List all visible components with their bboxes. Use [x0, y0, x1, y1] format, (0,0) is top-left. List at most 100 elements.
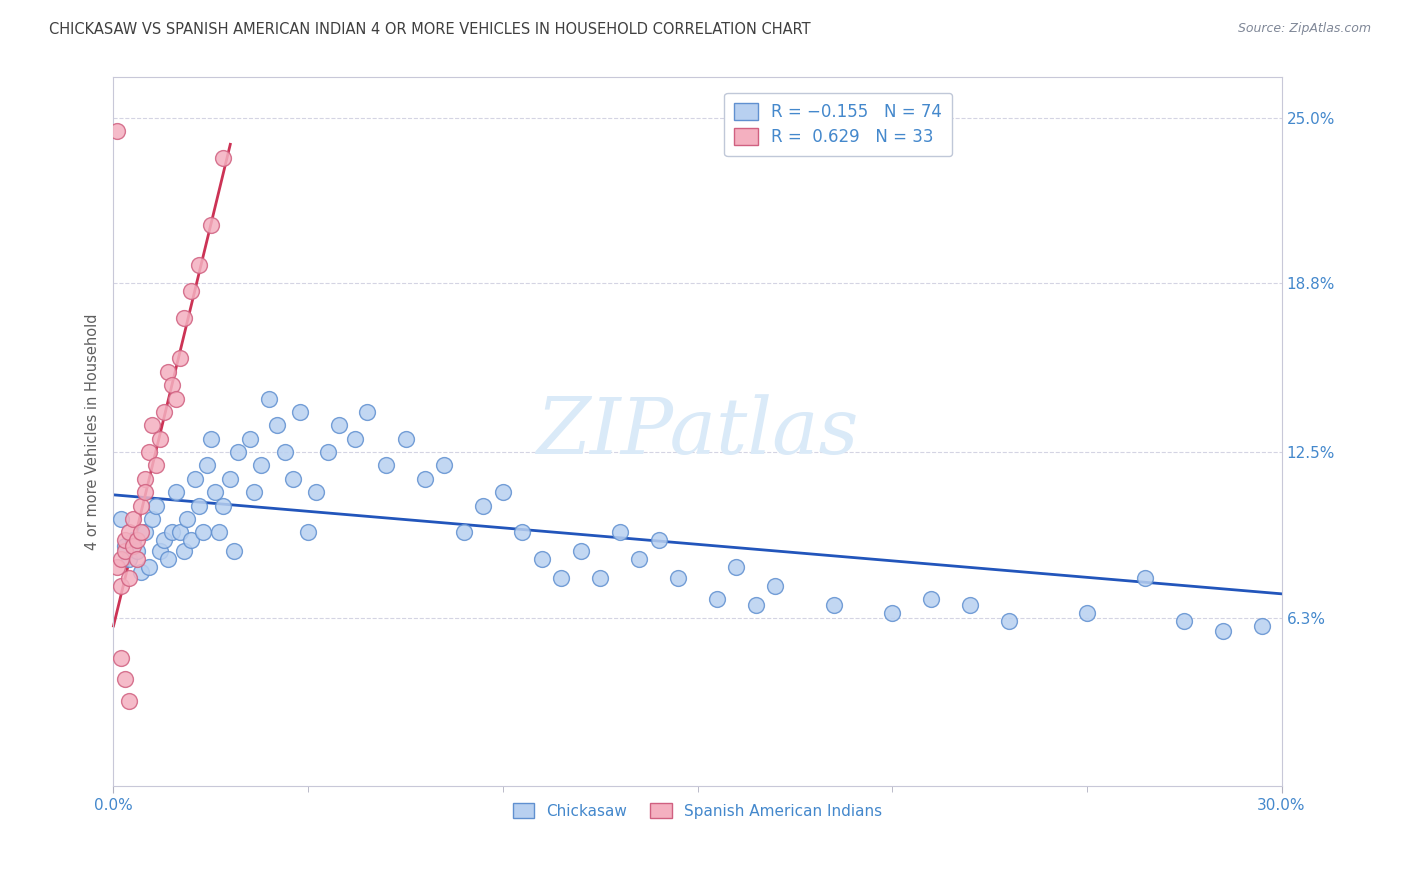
- Point: [413, 472, 436, 486]
- Text: ZIPatlas: ZIPatlas: [536, 393, 859, 470]
- Point: [920, 592, 942, 607]
- Point: [609, 525, 631, 540]
- Point: [207, 525, 229, 540]
- Point: [191, 525, 214, 540]
- Point: [882, 606, 904, 620]
- Point: [242, 485, 264, 500]
- Point: [281, 472, 304, 486]
- Text: Source: ZipAtlas.com: Source: ZipAtlas.com: [1237, 22, 1371, 36]
- Legend: Chickasaw, Spanish American Indians: Chickasaw, Spanish American Indians: [506, 797, 889, 825]
- Point: [149, 432, 172, 446]
- Y-axis label: 4 or more Vehicles in Household: 4 or more Vehicles in Household: [86, 314, 100, 550]
- Point: [250, 458, 273, 473]
- Point: [138, 560, 160, 574]
- Point: [356, 405, 378, 419]
- Point: [1251, 619, 1274, 633]
- Point: [129, 525, 152, 540]
- Point: [394, 432, 416, 446]
- Point: [169, 525, 191, 540]
- Point: [375, 458, 398, 473]
- Point: [165, 392, 187, 406]
- Point: [316, 445, 339, 459]
- Point: [184, 472, 207, 486]
- Point: [274, 445, 297, 459]
- Point: [153, 533, 176, 548]
- Point: [160, 378, 183, 392]
- Point: [165, 485, 187, 500]
- Point: [647, 533, 669, 548]
- Point: [297, 525, 319, 540]
- Point: [110, 579, 132, 593]
- Point: [114, 533, 136, 548]
- Point: [110, 552, 132, 566]
- Point: [118, 694, 141, 708]
- Point: [173, 311, 195, 326]
- Point: [160, 525, 183, 540]
- Point: [129, 499, 152, 513]
- Point: [129, 566, 152, 580]
- Point: [141, 418, 163, 433]
- Point: [180, 533, 202, 548]
- Point: [226, 445, 249, 459]
- Point: [204, 485, 226, 500]
- Point: [118, 552, 141, 566]
- Point: [745, 598, 768, 612]
- Point: [118, 571, 141, 585]
- Point: [530, 552, 553, 566]
- Text: CHICKASAW VS SPANISH AMERICAN INDIAN 4 OR MORE VEHICLES IN HOUSEHOLD CORRELATION: CHICKASAW VS SPANISH AMERICAN INDIAN 4 O…: [49, 22, 811, 37]
- Point: [134, 525, 156, 540]
- Point: [110, 512, 132, 526]
- Point: [239, 432, 262, 446]
- Point: [1212, 624, 1234, 639]
- Point: [138, 445, 160, 459]
- Point: [145, 458, 167, 473]
- Point: [211, 499, 233, 513]
- Point: [105, 560, 128, 574]
- Point: [188, 499, 211, 513]
- Point: [122, 533, 145, 548]
- Point: [122, 512, 145, 526]
- Point: [666, 571, 689, 585]
- Point: [453, 525, 475, 540]
- Point: [125, 552, 148, 566]
- Point: [156, 365, 179, 379]
- Point: [1135, 571, 1157, 585]
- Point: [156, 552, 179, 566]
- Point: [305, 485, 328, 500]
- Point: [589, 571, 612, 585]
- Point: [224, 544, 246, 558]
- Point: [118, 525, 141, 540]
- Point: [141, 512, 163, 526]
- Point: [125, 544, 148, 558]
- Point: [153, 405, 176, 419]
- Point: [188, 258, 211, 272]
- Point: [110, 651, 132, 665]
- Point: [114, 539, 136, 553]
- Point: [200, 432, 222, 446]
- Point: [114, 673, 136, 687]
- Point: [257, 392, 280, 406]
- Point: [492, 485, 515, 500]
- Point: [328, 418, 350, 433]
- Point: [122, 539, 145, 553]
- Point: [149, 544, 172, 558]
- Point: [550, 571, 572, 585]
- Point: [180, 285, 202, 299]
- Point: [823, 598, 845, 612]
- Point: [211, 151, 233, 165]
- Point: [343, 432, 366, 446]
- Point: [998, 614, 1021, 628]
- Point: [569, 544, 592, 558]
- Point: [200, 218, 222, 232]
- Point: [1173, 614, 1195, 628]
- Point: [134, 472, 156, 486]
- Point: [195, 458, 218, 473]
- Point: [725, 560, 748, 574]
- Point: [290, 405, 312, 419]
- Point: [114, 544, 136, 558]
- Point: [706, 592, 728, 607]
- Point: [176, 512, 198, 526]
- Point: [959, 598, 981, 612]
- Point: [169, 351, 191, 366]
- Point: [173, 544, 195, 558]
